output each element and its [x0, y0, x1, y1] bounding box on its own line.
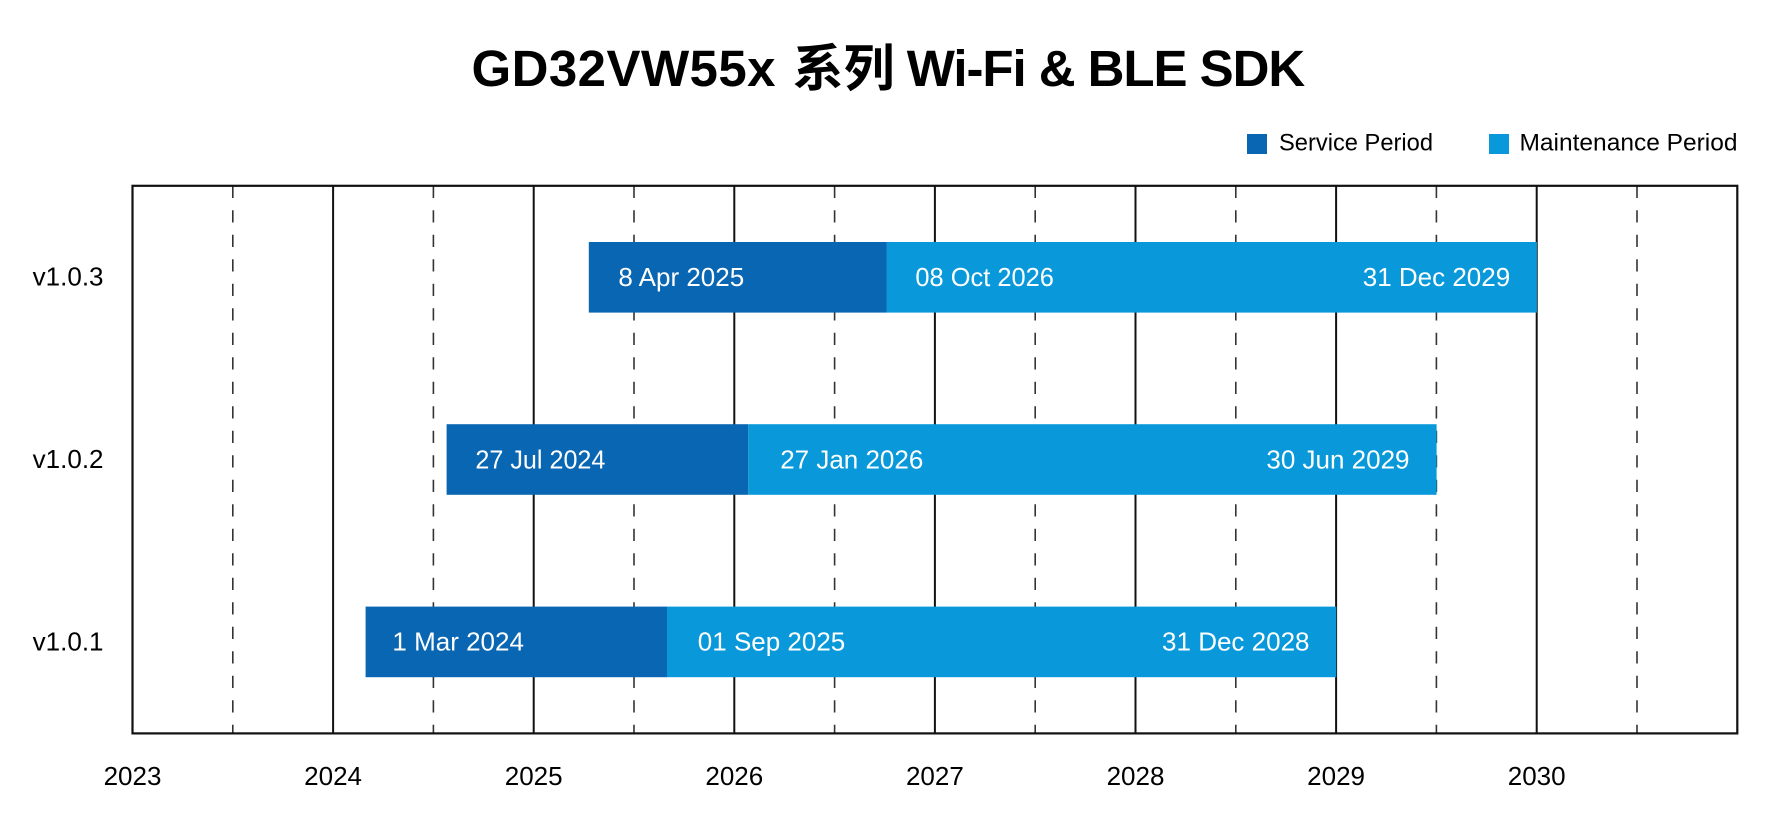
svg-text:2026: 2026	[705, 761, 763, 791]
svg-text:2024: 2024	[304, 761, 362, 791]
svg-text:2023: 2023	[104, 761, 162, 791]
svg-text:Wi-Fi & BLE SDK: Wi-Fi & BLE SDK	[907, 40, 1306, 97]
svg-text:27 Jul 2024: 27 Jul 2024	[475, 444, 605, 474]
svg-text:2025: 2025	[505, 761, 563, 791]
svg-text:Maintenance Period: Maintenance Period	[1520, 130, 1738, 157]
svg-text:08 Oct 2026: 08 Oct 2026	[915, 262, 1054, 292]
svg-text:01 Sep 2025: 01 Sep 2025	[698, 627, 845, 657]
svg-text:Service Period: Service Period	[1279, 130, 1433, 157]
svg-text:1 Mar 2024: 1 Mar 2024	[392, 627, 524, 657]
svg-text:v1.0.2: v1.0.2	[33, 444, 104, 474]
svg-text:8 Apr 2025: 8 Apr 2025	[618, 262, 744, 292]
svg-text:2030: 2030	[1508, 761, 1566, 791]
svg-text:31 Dec 2029: 31 Dec 2029	[1363, 262, 1510, 292]
svg-text:31 Dec 2028: 31 Dec 2028	[1162, 627, 1309, 657]
svg-text:2027: 2027	[906, 761, 964, 791]
svg-text:30 Jun 2029: 30 Jun 2029	[1266, 444, 1409, 474]
svg-text:v1.0.1: v1.0.1	[33, 626, 104, 656]
svg-text:2029: 2029	[1307, 761, 1365, 791]
svg-text:2028: 2028	[1107, 761, 1165, 791]
svg-text:GD32VW55x: GD32VW55x	[472, 40, 776, 97]
svg-text:v1.0.3: v1.0.3	[33, 262, 104, 292]
svg-text:27 Jan 2026: 27 Jan 2026	[780, 444, 923, 474]
